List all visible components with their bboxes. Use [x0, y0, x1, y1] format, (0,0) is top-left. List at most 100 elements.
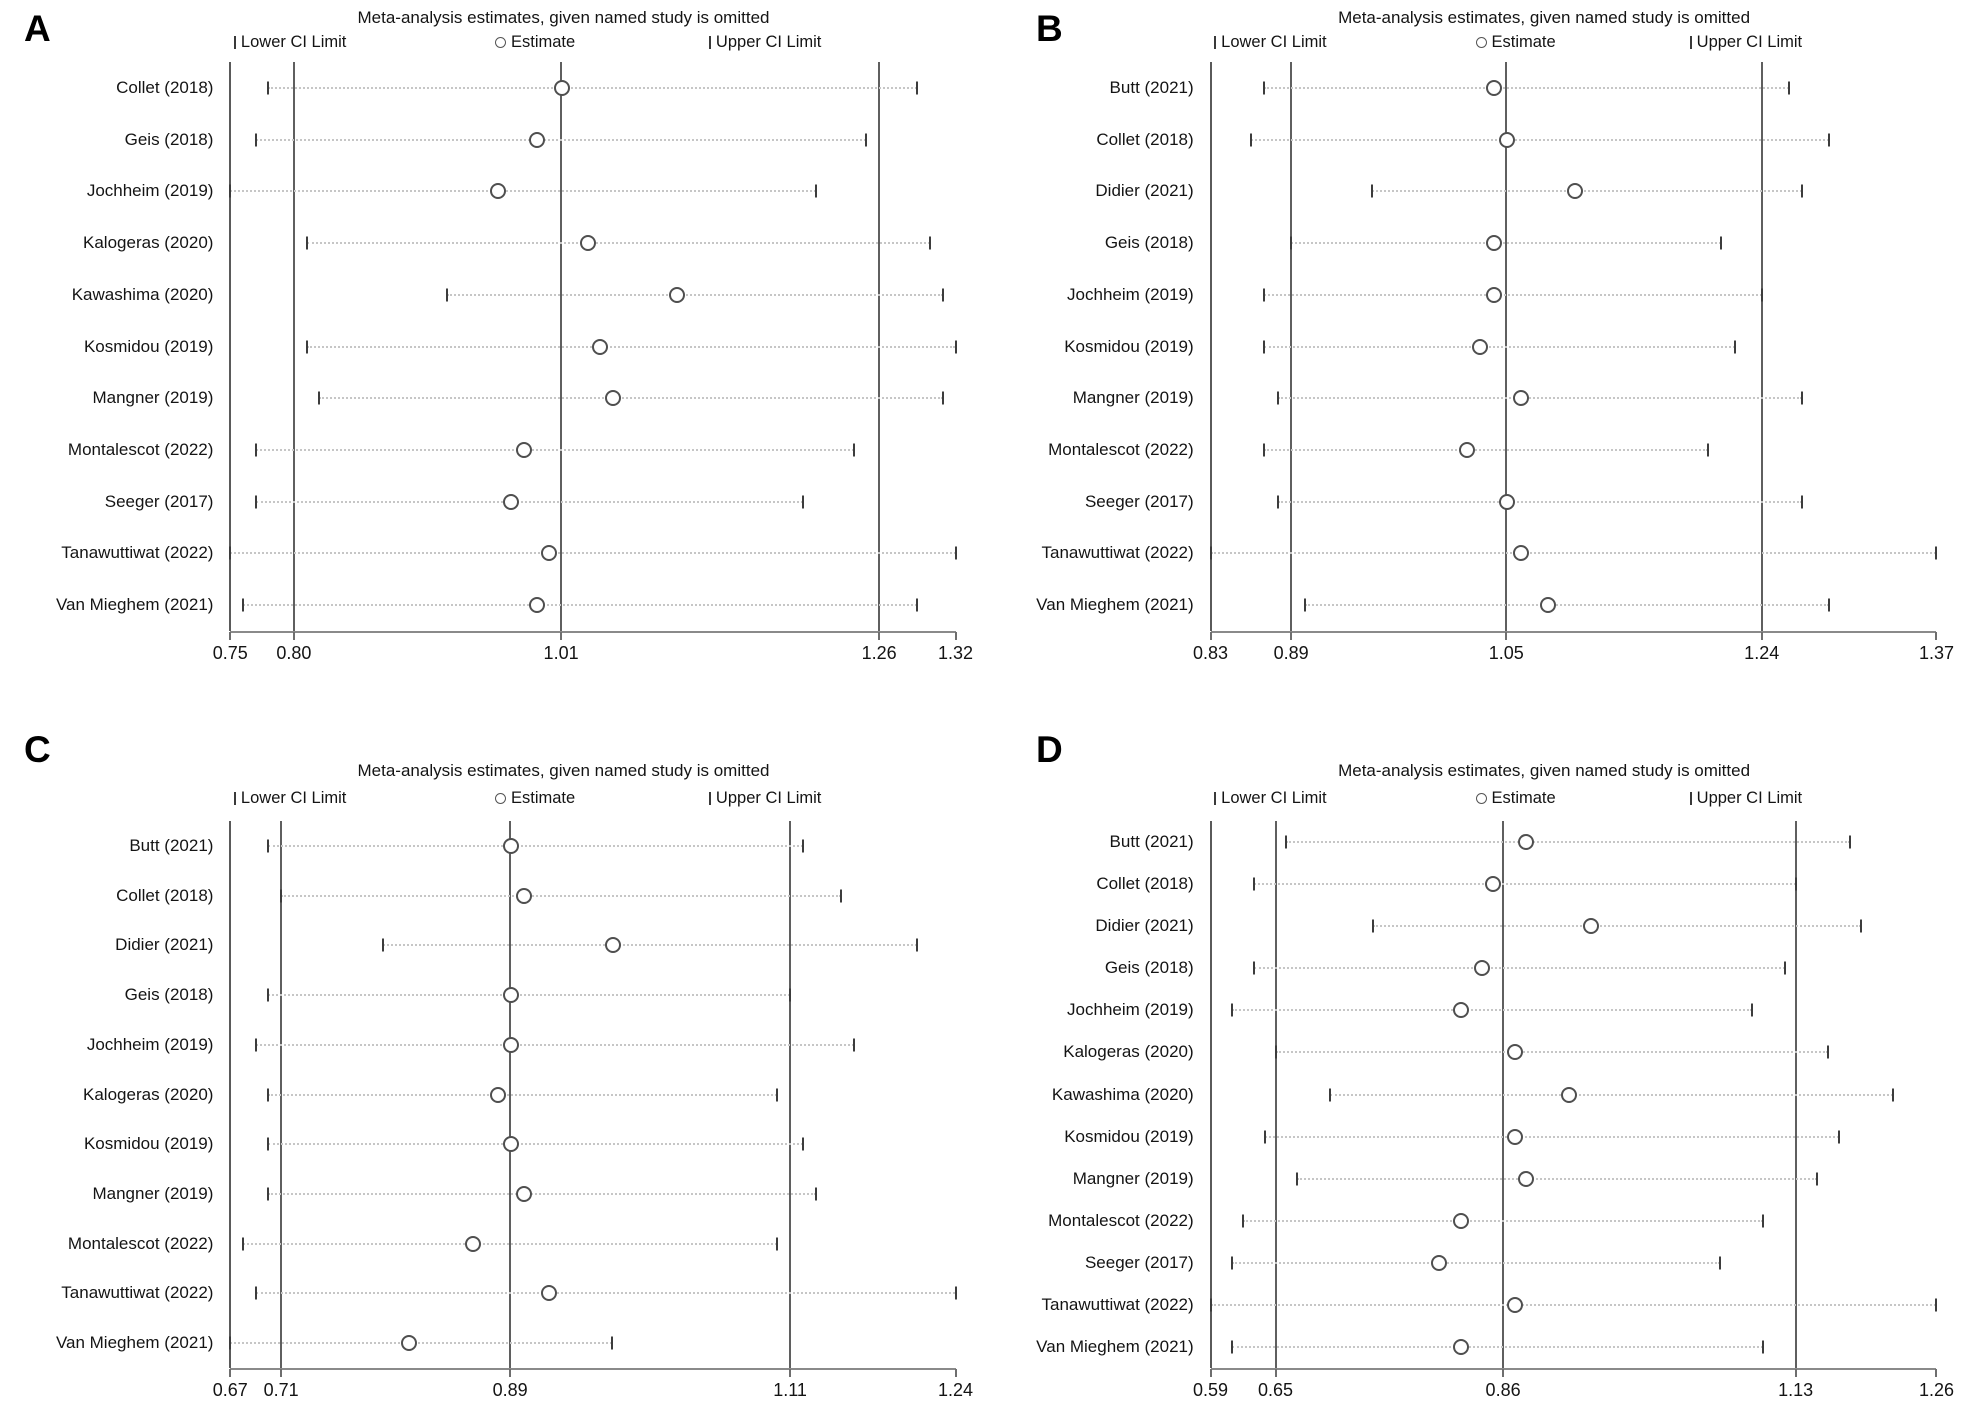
legend-label-lower-ci: Lower CI Limit	[1221, 33, 1327, 51]
estimate-marker	[1566, 183, 1583, 200]
ci-range-line	[1275, 1051, 1829, 1054]
upper-ci-tick	[1762, 1214, 1765, 1228]
x-axis-tick-label: 1.01	[543, 643, 579, 663]
upper-ci-tick	[1801, 391, 1804, 405]
x-axis-tick	[560, 632, 563, 640]
study-label: Tanawuttiwat (2022)	[61, 543, 214, 563]
lower-ci-tick	[1263, 81, 1266, 95]
upper-ci-tick	[1733, 340, 1736, 353]
upper-ci-tick	[801, 839, 804, 853]
ci-range-line	[255, 1043, 854, 1046]
x-axis-tick-label: 0.71	[263, 1380, 299, 1400]
lower-ci-tick	[267, 1137, 270, 1151]
estimate-marker	[515, 441, 532, 458]
study-label: Tanawuttiwat (2022)	[1041, 1294, 1194, 1314]
x-axis-line	[230, 631, 956, 633]
study-label: Geis (2018)	[1104, 958, 1194, 978]
lower-ci-tick	[1290, 236, 1293, 250]
x-axis-tick	[1794, 1369, 1797, 1377]
upper-ci-tick	[776, 1088, 779, 1101]
x-axis-tick	[1502, 1369, 1505, 1377]
estimate-marker	[528, 597, 545, 614]
panel-c: C Meta-analysis estimates, given named s…	[0, 701, 980, 1402]
upper-ci-tick	[789, 988, 792, 1002]
x-axis-tick	[1505, 632, 1508, 640]
legend-item-upper-ci: Upper CI Limit	[1689, 33, 1802, 52]
lower-ci-tick	[381, 938, 384, 952]
lower-ci-tick	[1252, 877, 1255, 891]
estimate-marker	[503, 987, 520, 1004]
estimate-marker	[1506, 1044, 1523, 1061]
reference-line	[1274, 821, 1277, 1368]
upper-ci-tick	[1892, 1088, 1895, 1101]
lower-ci-tick	[305, 236, 308, 250]
ci-range-line	[1286, 841, 1850, 844]
lower-ci-tick	[1231, 1003, 1234, 1017]
ci-range-line	[1264, 1135, 1839, 1138]
estimate-marker	[1452, 1002, 1469, 1019]
lower-ci-tick	[229, 184, 232, 198]
panel-d-letter: D	[1036, 729, 1063, 770]
ci-range-line	[1243, 1219, 1764, 1222]
x-axis-tick-label: 0.89	[1273, 643, 1309, 663]
study-label: Montalescot (2022)	[67, 439, 214, 459]
lower-ci-tick	[1285, 835, 1288, 849]
estimate-marker	[1512, 390, 1529, 407]
upper-ci-tick	[1827, 133, 1830, 147]
panel-c-plot-area: 0.67 0.71 0.89 1.11 1.24	[213, 821, 973, 1400]
ci-range-line	[1210, 1303, 1937, 1306]
upper-ci-tick	[1859, 919, 1862, 933]
estimate-marker	[1431, 1254, 1448, 1271]
axis-left-frame-line	[229, 821, 232, 1368]
study-label: Van Mieghem (2021)	[1036, 1336, 1194, 1356]
study-label: Didier (2021)	[1095, 916, 1194, 936]
lower-ci-tick	[254, 495, 257, 509]
upper-ci-tick	[1762, 1340, 1765, 1354]
study-label: Collet (2018)	[1096, 874, 1194, 894]
x-axis-tick	[789, 1369, 792, 1377]
study-label: Jochheim (2019)	[1067, 1000, 1194, 1020]
estimate-marker	[1485, 79, 1502, 96]
reference-line	[1760, 62, 1763, 631]
upper-ci-tick	[1837, 1130, 1840, 1144]
lower-ci-tick	[318, 391, 321, 405]
upper-ci-tick	[1787, 81, 1790, 95]
panel-a: A Meta-analysis estimates, given named s…	[0, 0, 980, 701]
upper-ci-tick	[1827, 598, 1830, 612]
lower-ci-tick	[229, 1336, 232, 1350]
lower-ci-tick	[267, 1187, 270, 1201]
ci-range-line	[1264, 448, 1708, 451]
panel-c-letter: C	[24, 729, 51, 770]
axis-left-frame-line	[1209, 62, 1212, 631]
legend-item-estimate: Estimate	[1475, 33, 1556, 52]
panel-a-legend: Lower CI Limit Estimate Upper CI Limit	[230, 33, 955, 53]
x-axis-tick-label: 0.89	[492, 1380, 528, 1400]
lower-ci-tick	[1276, 391, 1279, 405]
lower-ci-tick	[1249, 133, 1252, 147]
axis-left-frame-line	[229, 62, 232, 631]
upper-ci-tick	[1720, 236, 1723, 250]
ci-tick-icon	[233, 36, 236, 49]
estimate-marker	[541, 1285, 558, 1302]
study-label: Van Mieghem (2021)	[55, 1333, 214, 1353]
ci-range-line	[243, 1242, 778, 1245]
estimate-circle-icon	[494, 793, 506, 804]
ci-range-line	[268, 844, 803, 847]
ci-tick-icon	[1214, 36, 1217, 49]
ci-range-line	[1277, 500, 1803, 503]
panel-b-title: Meta-analysis estimates, given named stu…	[1338, 8, 1751, 27]
lower-ci-tick	[254, 133, 257, 147]
ci-range-line	[230, 552, 956, 555]
estimate-marker	[515, 1185, 532, 1202]
x-axis-tick	[509, 1369, 512, 1377]
legend-label-lower-ci: Lower CI Limit	[1221, 789, 1327, 807]
panel-b-plot-area: 0.83 0.89 1.05 1.24 1.37	[1193, 62, 1954, 663]
upper-ci-tick	[865, 133, 868, 147]
study-label: Seeger (2017)	[1084, 491, 1194, 511]
lower-ci-tick	[1242, 1214, 1245, 1228]
estimate-marker	[1517, 834, 1534, 851]
upper-ci-tick	[929, 236, 932, 250]
ci-range-line	[1291, 242, 1722, 245]
lower-ci-tick	[1231, 1256, 1234, 1270]
ci-range-line	[268, 1143, 803, 1146]
